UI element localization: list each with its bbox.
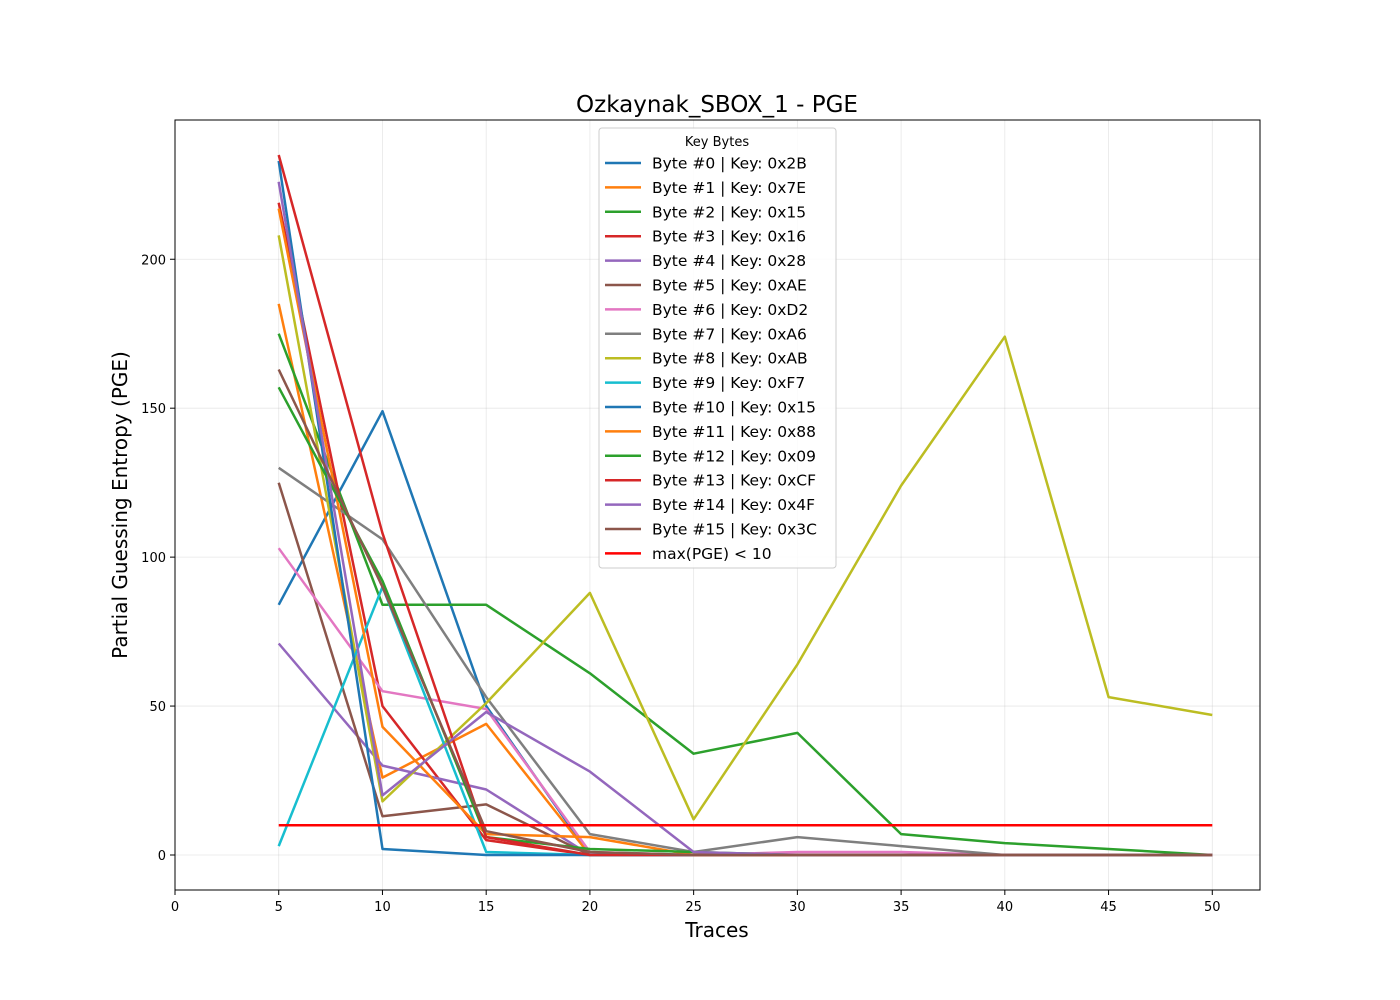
- legend-item-byte-13: Byte #13 | Key: 0xCF: [605, 472, 816, 490]
- x-tick-label: 25: [685, 900, 702, 915]
- legend-item-byte-6: Byte #6 | Key: 0xD2: [605, 301, 808, 319]
- legend-label: Byte #5 | Key: 0xAE: [652, 277, 807, 295]
- x-tick-label: 45: [1100, 900, 1117, 915]
- legend-label: Byte #3 | Key: 0x16: [652, 228, 806, 246]
- legend-item-byte-11: Byte #11 | Key: 0x88: [605, 423, 816, 441]
- x-tick-label: 5: [275, 900, 283, 915]
- legend-item-byte-5: Byte #5 | Key: 0xAE: [605, 277, 807, 295]
- y-tick-label: 50: [149, 700, 166, 715]
- y-tick-label: 200: [141, 253, 166, 268]
- legend-label: Byte #12 | Key: 0x09: [652, 447, 816, 465]
- y-tick-label: 100: [141, 551, 166, 566]
- legend-item-byte-15: Byte #15 | Key: 0x3C: [605, 521, 817, 539]
- x-tick-label: 50: [1204, 900, 1221, 915]
- legend-label: Byte #10 | Key: 0x15: [652, 399, 816, 417]
- legend-item-byte-1: Byte #1 | Key: 0x7E: [605, 179, 806, 197]
- x-axis-ticks: 0 5 10 15 20 25 30 35 40 45 50: [171, 890, 1221, 915]
- legend-label: Byte #8 | Key: 0xAB: [652, 350, 808, 368]
- legend-item-byte-0: Byte #0 | Key: 0x2B: [605, 155, 807, 173]
- legend-label: Byte #1 | Key: 0x7E: [652, 179, 806, 197]
- x-tick-label: 20: [582, 900, 599, 915]
- legend-item-byte-4: Byte #4 | Key: 0x28: [605, 252, 806, 270]
- legend-label: Byte #7 | Key: 0xA6: [652, 325, 807, 343]
- legend-item-byte-9: Byte #9 | Key: 0xF7: [605, 374, 805, 392]
- legend-label: Byte #14 | Key: 0x4F: [652, 496, 815, 514]
- legend-item-byte-8: Byte #8 | Key: 0xAB: [605, 350, 808, 368]
- legend-label: Byte #6 | Key: 0xD2: [652, 301, 808, 319]
- legend-label: Byte #11 | Key: 0x88: [652, 423, 816, 441]
- x-tick-label: 35: [893, 900, 910, 915]
- series-line-byte-15: [277, 368, 1213, 857]
- legend-item-byte-14: Byte #14 | Key: 0x4F: [605, 496, 815, 514]
- series-lines: [277, 154, 1213, 857]
- legend-item-byte-3: Byte #3 | Key: 0x16: [605, 228, 806, 246]
- legend-label: Byte #0 | Key: 0x2B: [652, 155, 807, 173]
- legend-item-byte-12: Byte #12 | Key: 0x09: [605, 447, 816, 465]
- legend-title: Key Bytes: [685, 135, 749, 150]
- y-axis-ticks: 0 50 100 150 200: [141, 253, 175, 864]
- legend-label: Byte #2 | Key: 0x15: [652, 203, 806, 221]
- legend: Key Bytes Byte #0 | Key: 0x2B Byte #1 | K…: [598, 127, 837, 569]
- y-tick-label: 150: [141, 402, 166, 417]
- legend-box: [598, 127, 837, 569]
- x-tick-label: 0: [171, 900, 179, 915]
- y-tick-label: 0: [158, 849, 166, 864]
- plot-frame: [174, 119, 1261, 891]
- x-tick-label: 40: [997, 900, 1014, 915]
- legend-items: Byte #0 | Key: 0x2B Byte #1 | Key: 0x7E By…: [605, 155, 817, 563]
- x-tick-label: 10: [374, 900, 391, 915]
- legend-label: Byte #9 | Key: 0xF7: [652, 374, 805, 392]
- legend-item-threshold: max(PGE) < 10: [605, 545, 772, 563]
- legend-label: Byte #13 | Key: 0xCF: [652, 472, 816, 490]
- legend-label: Byte #15 | Key: 0x3C: [652, 521, 817, 539]
- legend-item-byte-10: Byte #10 | Key: 0x15: [605, 399, 816, 417]
- y-axis-label: Partial Guessing Entropy (PGE): [108, 351, 132, 659]
- x-tick-label: 30: [789, 900, 806, 915]
- chart-title: Ozkaynak_SBOX_1 - PGE: [576, 92, 858, 118]
- legend-item-byte-2: Byte #2 | Key: 0x15: [605, 203, 806, 221]
- x-tick-label: 15: [478, 900, 495, 915]
- legend-item-byte-7: Byte #7 | Key: 0xA6: [605, 325, 807, 343]
- legend-label: max(PGE) < 10: [652, 545, 772, 563]
- legend-label: Byte #4 | Key: 0x28: [652, 252, 806, 270]
- x-axis-label: Traces: [684, 918, 748, 942]
